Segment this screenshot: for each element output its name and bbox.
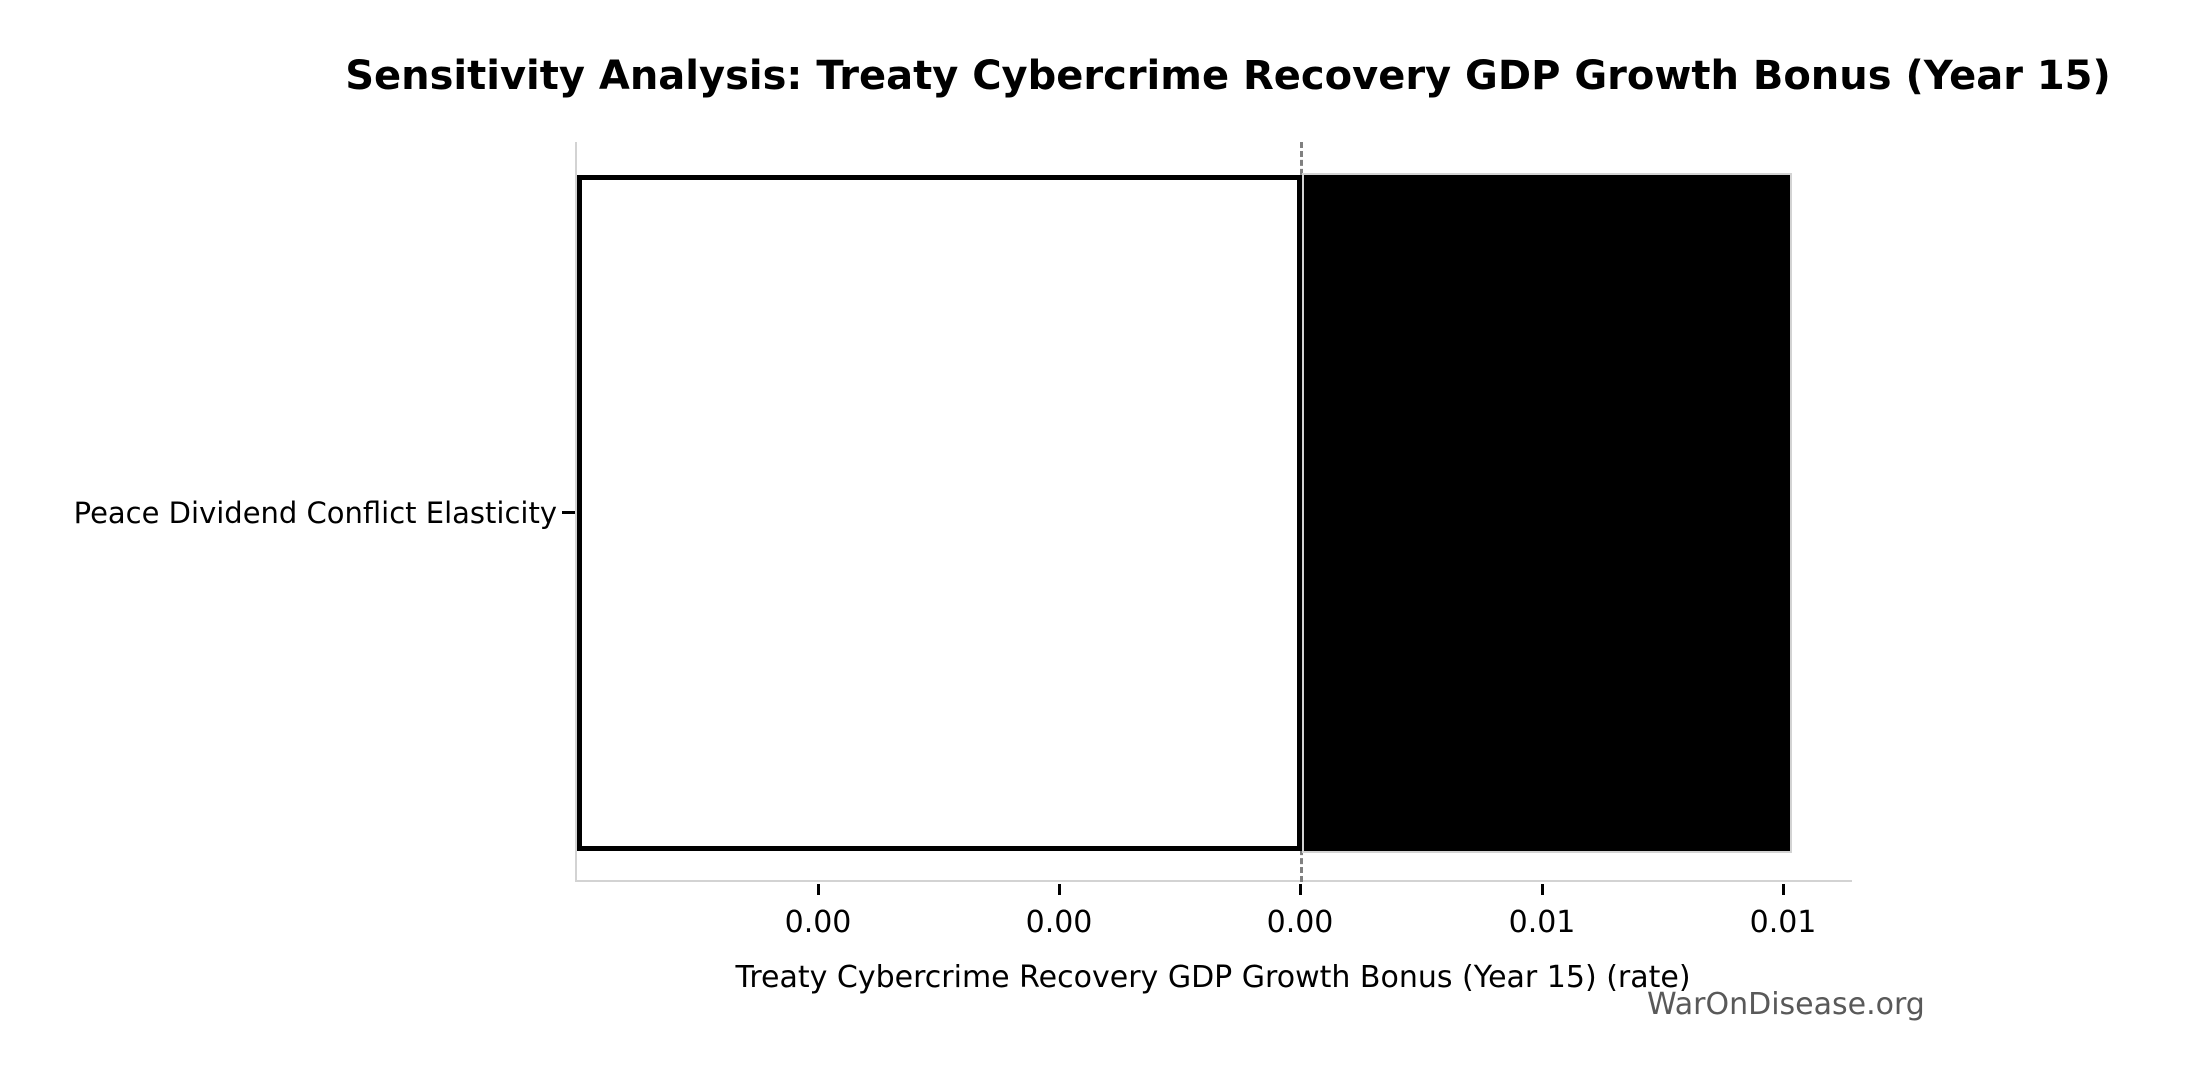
x-axis-tick-label: 0.01 [1508,905,1576,940]
watermark-text: WarOnDisease.org [1647,987,1925,1022]
x-axis-tick-label: 0.01 [1749,905,1817,940]
x-axis-tick-label: 0.00 [1025,905,1093,940]
x-axis-tick-mark [1782,884,1785,895]
x-axis-tick-mark [1299,884,1302,895]
x-axis-tick-label: 0.00 [1266,905,1334,940]
y-axis-category-label: Peace Dividend Conflict Elasticity [73,496,557,530]
bar-high-segment [1302,173,1792,853]
x-axis-tick-mark [1058,884,1061,895]
y-axis-tick-mark [562,511,575,514]
x-axis-spine [575,880,1852,882]
x-axis-label: Treaty Cybercrime Recovery GDP Growth Bo… [735,960,1691,995]
x-axis-tick-label: 0.00 [784,905,852,940]
y-axis-spine [575,142,577,882]
plot-area [575,142,1852,882]
chart-title: Sensitivity Analysis: Treaty Cybercrime … [345,53,2111,99]
bar-low-segment [577,175,1302,851]
x-axis-tick-mark [1541,884,1544,895]
x-axis-tick-mark [817,884,820,895]
